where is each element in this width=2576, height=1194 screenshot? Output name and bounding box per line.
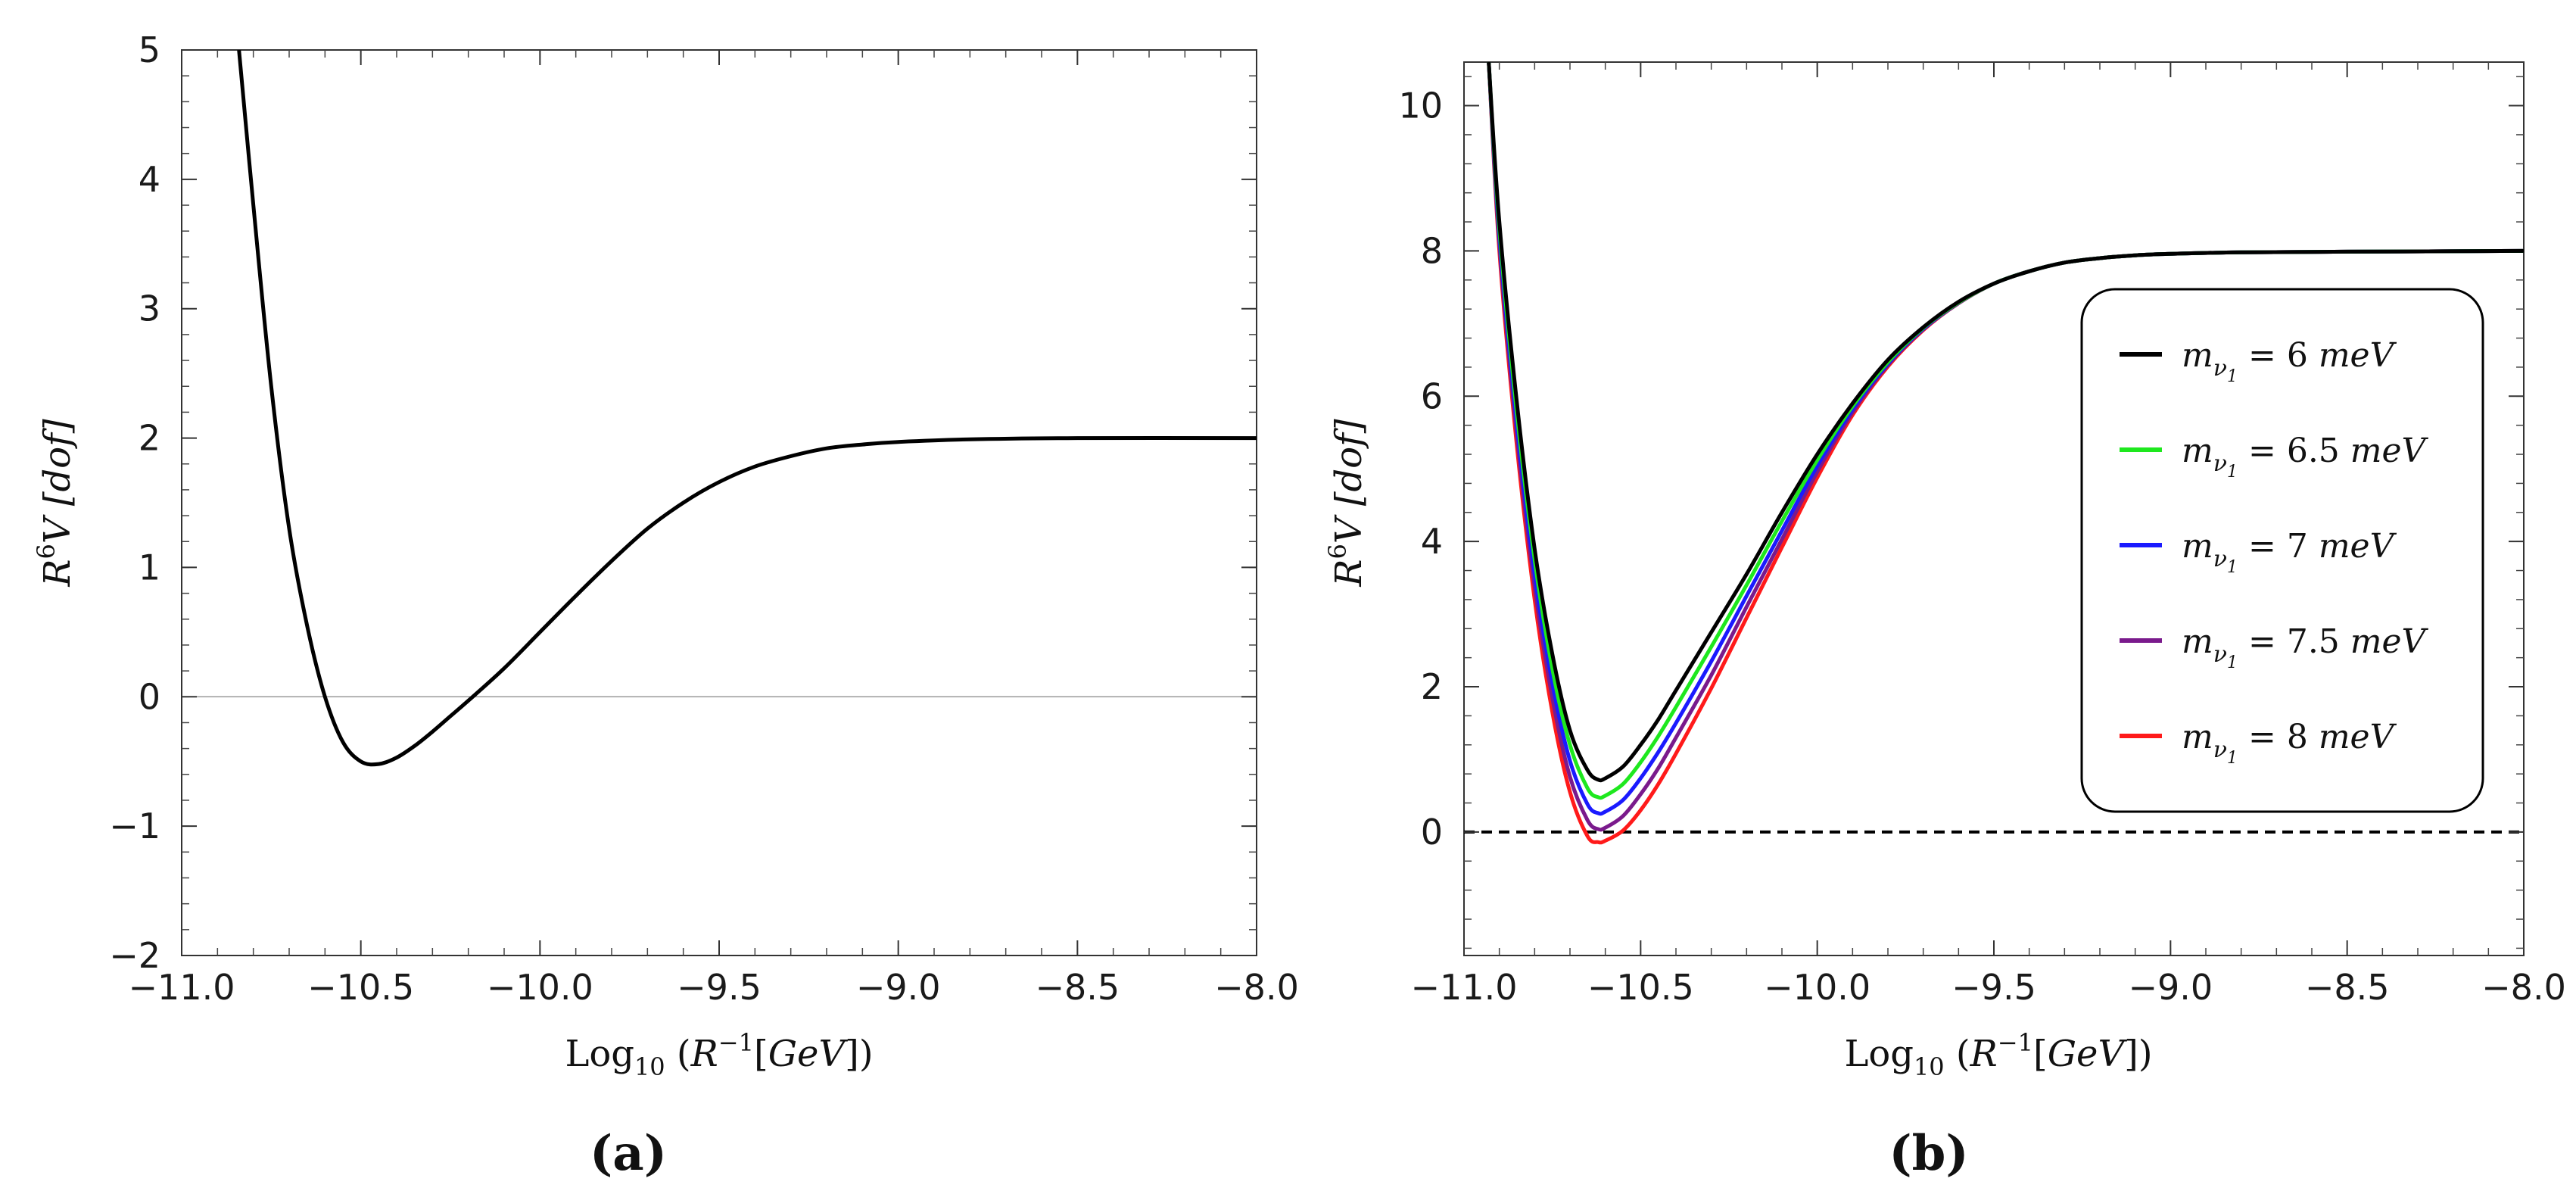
legend-mass-value: 7.5	[2287, 622, 2340, 661]
panel-a-series	[237, 50, 1257, 767]
panel-b-y-tick-label: 10	[1398, 86, 1443, 126]
panel-b-x-tick-label: −10.0	[1764, 967, 1870, 1008]
panel-a-x-tick-label: −10.5	[307, 967, 414, 1008]
panel-b-x-tick-label: −8.5	[2305, 967, 2390, 1008]
panel-b-series-line	[1487, 62, 2524, 783]
panel-b-y-tick-label: 0	[1421, 812, 1443, 853]
panel-b-x-tick-label: −9.0	[2128, 967, 2213, 1008]
panel-b-chart: −11.0 −10.5 −10.0 −9.5 −9.0 −8.5 −8.0 0 2 4 6 8 10 L…	[1323, 61, 2566, 1182]
panel-a-label: (a)	[590, 1125, 667, 1182]
panel-a-series-line	[237, 50, 1257, 767]
panel-a-y-tick-label: 1	[139, 547, 160, 588]
panel-a-x-axis-title: Log10 (R−1[GeV])	[565, 1028, 873, 1081]
panel-a-x-tick-label: −11.0	[129, 967, 235, 1008]
panel-b-x-axis-title: Log10 (R−1[GeV])	[1844, 1028, 2152, 1081]
panel-a-x-tick-label: −10.0	[487, 967, 593, 1008]
legend-mass-value: 7	[2287, 527, 2308, 566]
panel-a-y-tick-label: 0	[139, 676, 160, 717]
panel-b-y-tick-label: 4	[1421, 521, 1443, 562]
legend-entry-label: mν1 = 7 meV	[2182, 527, 2397, 577]
panel-b-label: (b)	[1889, 1125, 1968, 1182]
panel-a-y-tick-label: −2	[109, 935, 160, 976]
panel-b-y-tick-label: 8	[1421, 230, 1443, 271]
panel-b-series	[1487, 62, 2524, 845]
panel-a-plot-frame	[181, 49, 1257, 956]
panel-a-y-tick-label: 3	[139, 288, 160, 329]
legend-entry-label: mν1 = 7.5 meV	[2182, 622, 2429, 672]
panel-a-chart: −11.0 −10.5 −10.0 −9.5 −9.0 −8.5 −8.0 −2 −1 0 1 2 3 4…	[32, 30, 1299, 1182]
legend-box	[2080, 288, 2484, 813]
legend-mass-value: 8	[2287, 718, 2308, 756]
legend-entry-label: mν1 = 8 meV	[2182, 718, 2397, 768]
panel-a-x-tick-label: −8.5	[1035, 967, 1120, 1008]
panel-a-x-tick-label: −9.5	[677, 967, 762, 1008]
panel-b-legend: mν1 = 6 meV mν1 = 6.5 meV mν1 = 7 meV mν1 =…	[2080, 288, 2484, 813]
panel-b-x-tick-label: −9.5	[1951, 967, 2036, 1008]
panel-a-x-tick-label: −9.0	[856, 967, 941, 1008]
panel-b-x-tick-label: −10.5	[1587, 967, 1694, 1008]
panel-a-y-tick-label: 4	[139, 159, 160, 200]
legend-mass-value: 6.5	[2287, 432, 2340, 470]
legend-entry-label: mν1 = 6.5 meV	[2182, 432, 2429, 482]
panel-b-x-tick-label: −11.0	[1411, 967, 1518, 1008]
legend-entry-label: mν1 = 6 meV	[2182, 336, 2397, 386]
panel-b-y-tick-label: 6	[1421, 376, 1443, 416]
panel-a-y-tick-label: −1	[109, 806, 160, 846]
panel-b-y-tick-label: 2	[1421, 666, 1443, 707]
panel-b-ticks: −11.0 −10.5 −10.0 −9.5 −9.0 −8.5 −8.0 0 2 4 6 8 10	[1398, 62, 2566, 1008]
panel-a-y-tick-label: 5	[139, 30, 160, 70]
panel-a-y-axis-title: R6V [dof]	[32, 419, 79, 588]
legend-mass-value: 6	[2287, 336, 2308, 375]
panel-a-x-tick-label: −8.0	[1214, 967, 1299, 1008]
panel-b-x-tick-label: −8.0	[2481, 967, 2566, 1008]
panel-a-ticks: −11.0 −10.5 −10.0 −9.5 −9.0 −8.5 −8.0 −2 −1 0 1 2 3 4…	[109, 30, 1299, 1008]
panel-b-y-axis-title: R6V [dof]	[1323, 419, 1370, 588]
panel-a-y-tick-label: 2	[139, 418, 160, 459]
